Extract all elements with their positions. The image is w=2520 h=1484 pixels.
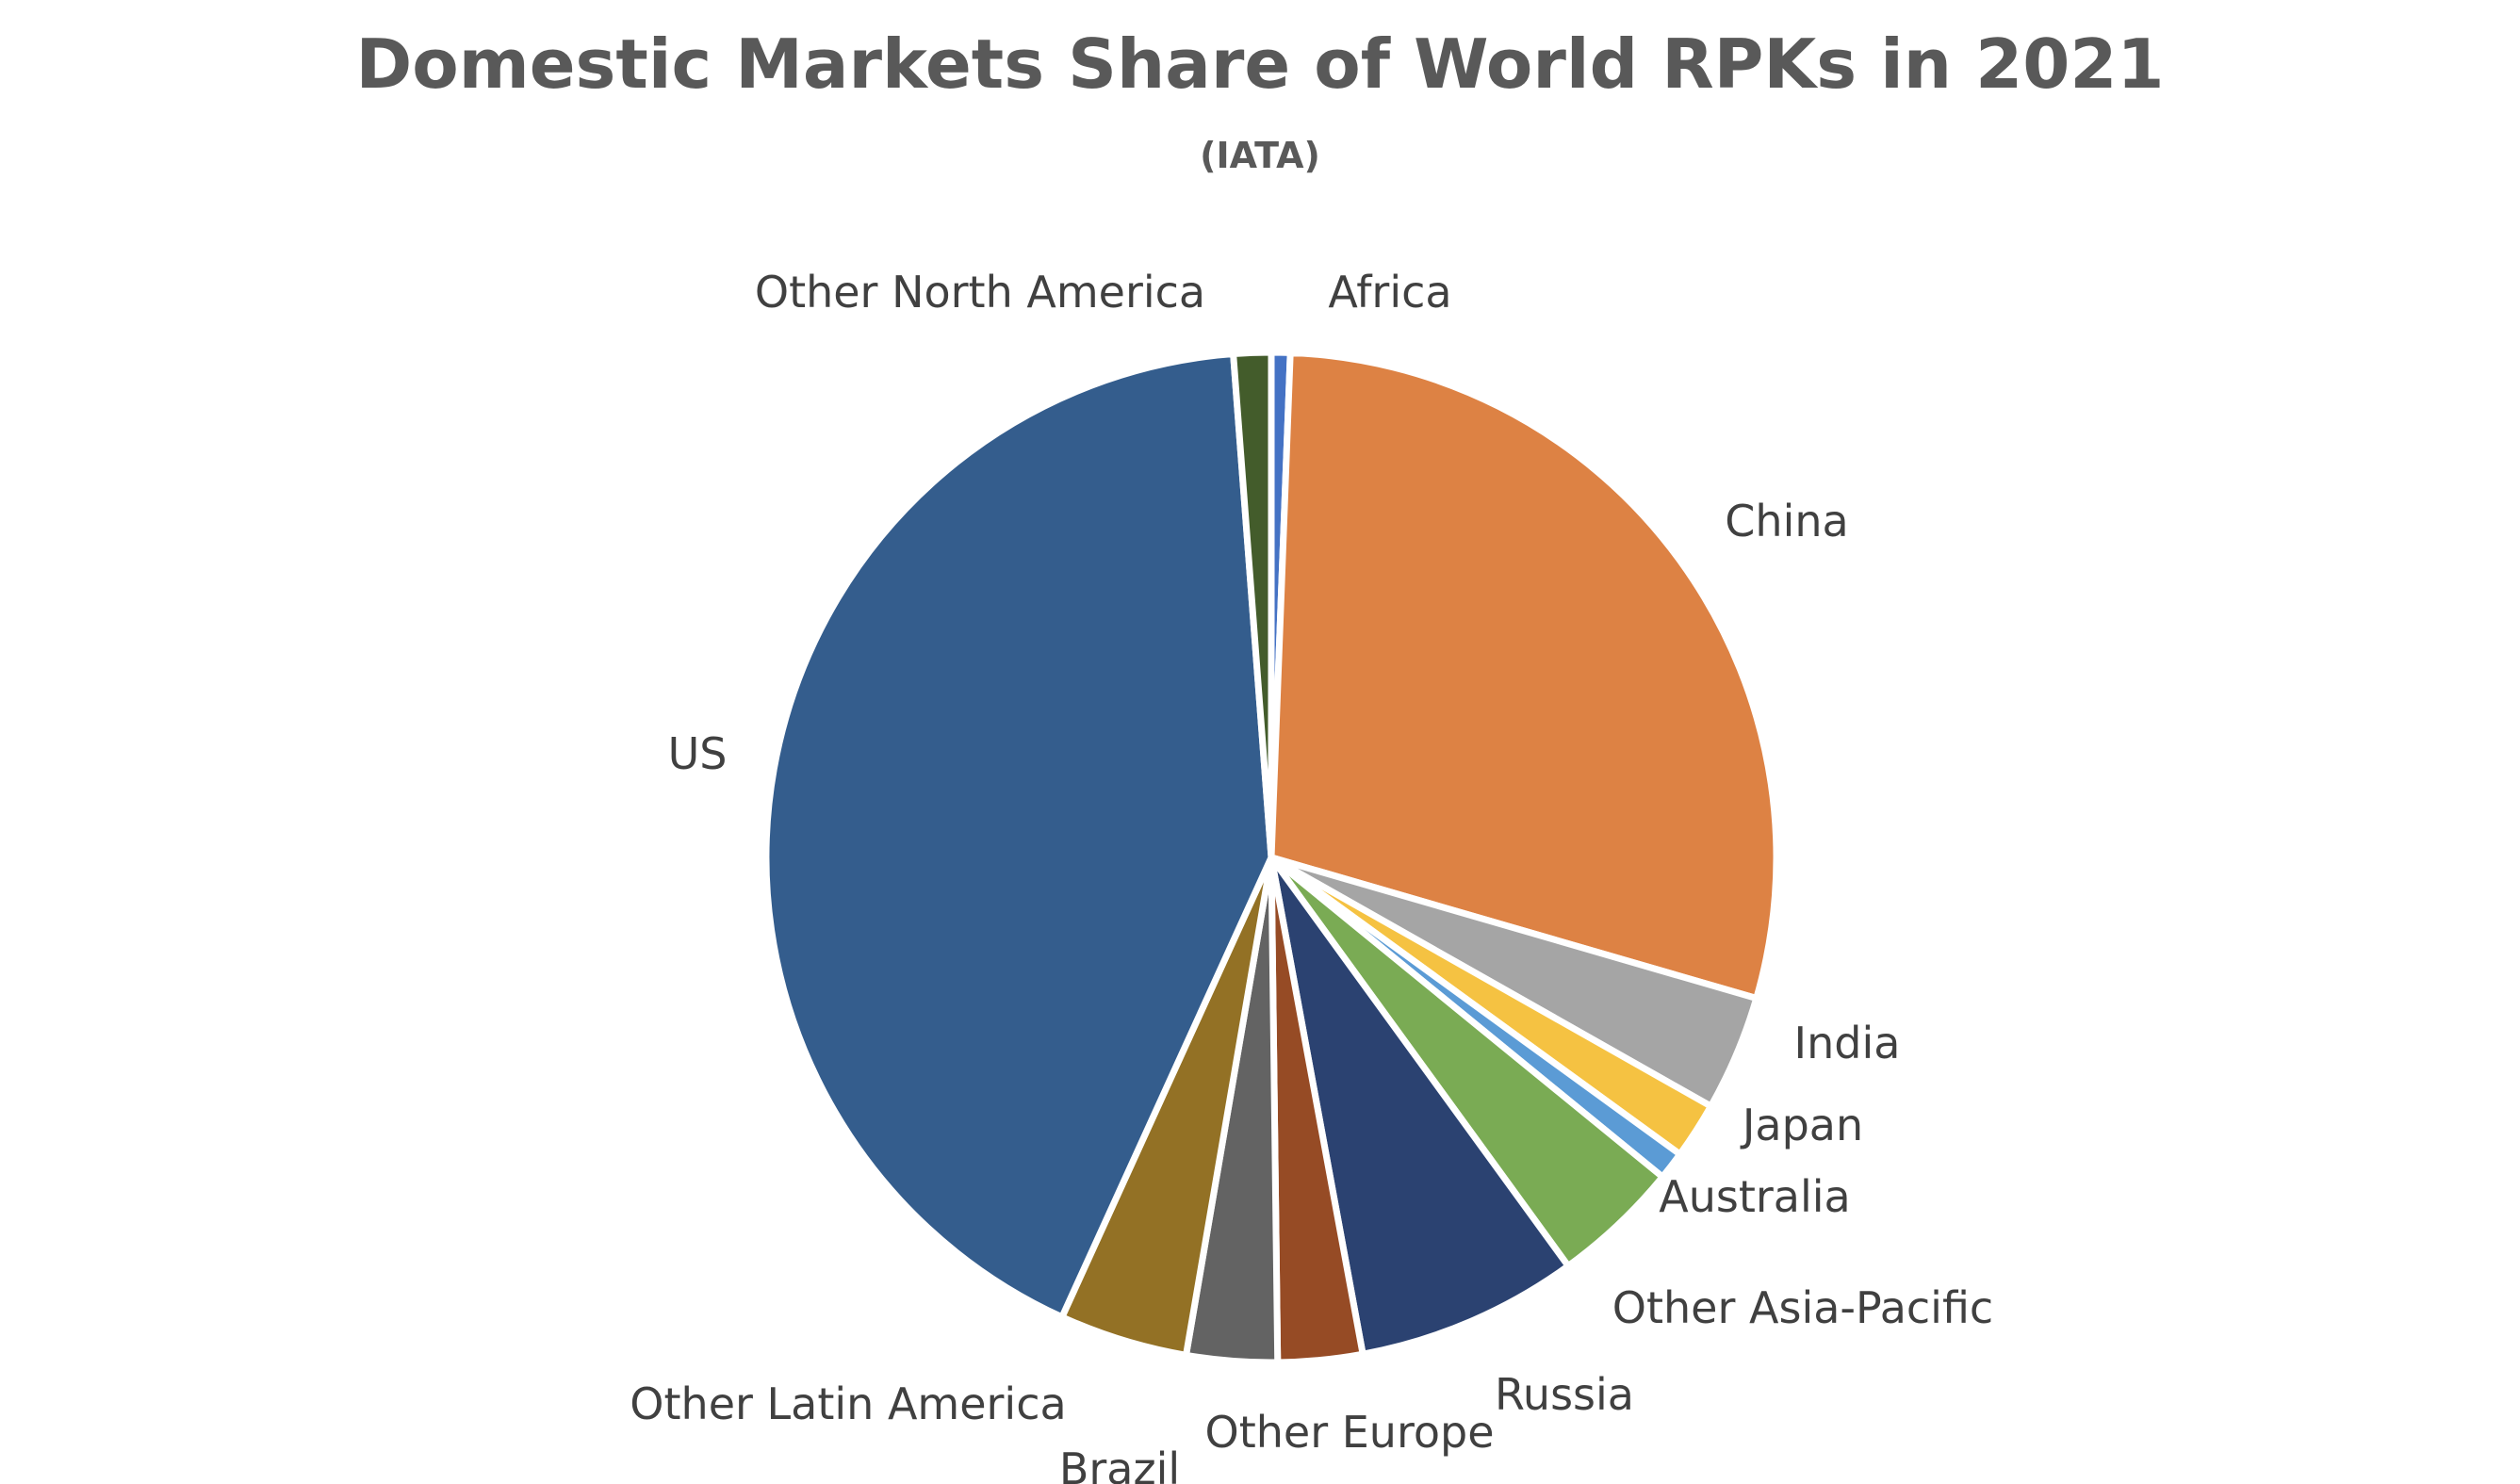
slice-label-russia: Russia: [1495, 1369, 1634, 1420]
slice-label-us: US: [668, 728, 728, 779]
chart-title: Domestic Markets Share of World RPKs in …: [355, 24, 2164, 104]
slice-label-brazil: Brazil: [1059, 1443, 1180, 1484]
slice-label-other-latin-america: Other Latin America: [630, 1378, 1066, 1429]
slice-label-india: India: [1794, 1018, 1901, 1068]
slice-label-china: China: [1725, 496, 1848, 546]
slice-label-other-north-america: Other North America: [755, 267, 1205, 318]
slice-label-other-asia-pacific: Other Asia-Pacific: [1612, 1282, 1993, 1333]
slice-labels: Africa China India Japan Australia Other Asia…: [630, 267, 1993, 1484]
pie-slice-china: [1268, 349, 1780, 1003]
pie-slice-russia: [1268, 854, 1572, 1358]
pie-slice-other-north-america: [1230, 349, 1275, 861]
pie-slices: [762, 349, 1780, 1366]
slice-label-japan: Japan: [1740, 1100, 1863, 1150]
pie-slice-us: [762, 351, 1275, 1321]
slice-label-other-europe: Other Europe: [1205, 1407, 1495, 1458]
slice-label-australia: Australia: [1659, 1171, 1850, 1222]
slice-label-africa: Africa: [1328, 267, 1451, 318]
chart-subtitle: (IATA): [1200, 135, 1320, 176]
